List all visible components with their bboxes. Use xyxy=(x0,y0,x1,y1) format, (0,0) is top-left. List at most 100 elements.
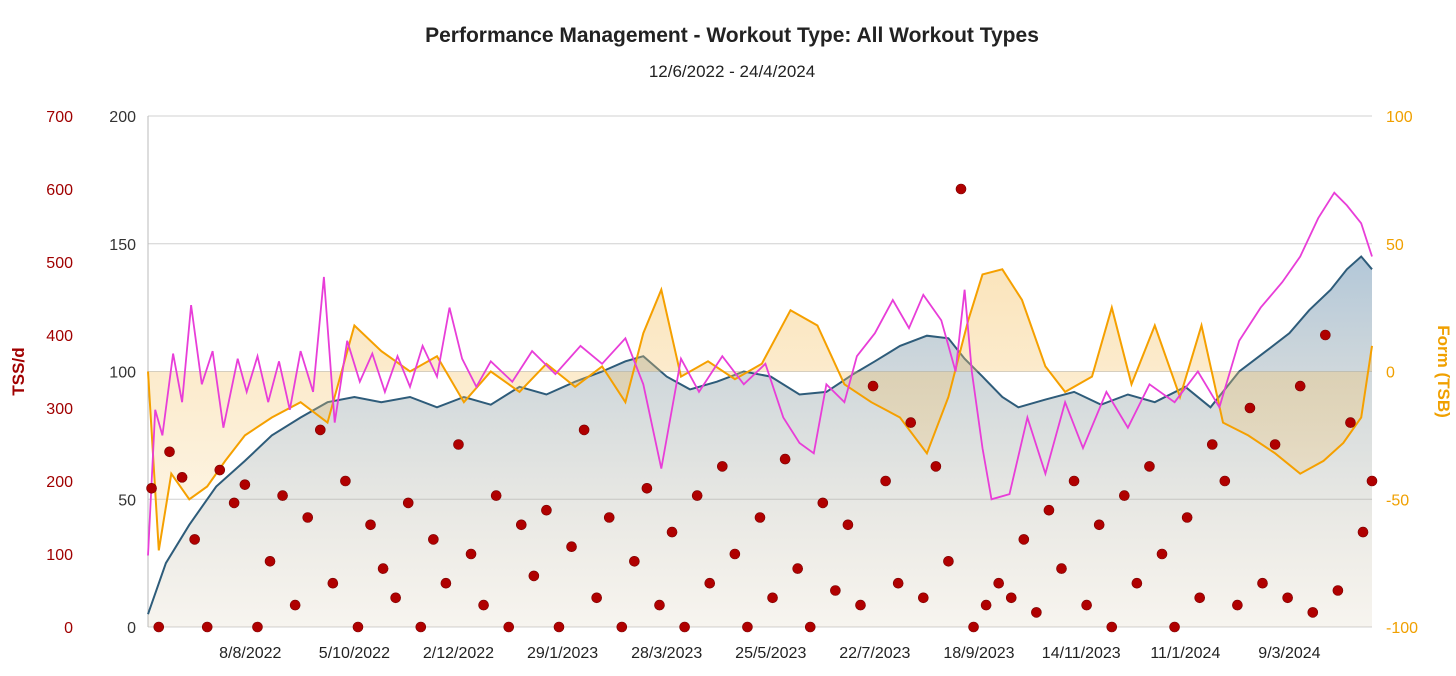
y-left-outer-tick: 100 xyxy=(46,547,73,564)
series-scatter-point xyxy=(616,621,628,633)
series-scatter-point xyxy=(1307,607,1319,618)
series-scatter-point xyxy=(993,577,1004,589)
x-tick: 18/9/2023 xyxy=(943,645,1014,662)
series-scatter-point xyxy=(352,621,364,633)
y-left-axis-label: TSS/d xyxy=(9,347,28,395)
series-scatter-point xyxy=(239,479,251,490)
y-left-inner-tick: 200 xyxy=(109,109,136,126)
series-scatter-point xyxy=(754,512,766,523)
series-scatter-point xyxy=(968,621,979,633)
series-scatter-point xyxy=(817,497,829,509)
y-left-outer-tick: 700 xyxy=(46,109,73,126)
series-scatter-point xyxy=(742,621,753,633)
x-tick: 25/5/2023 xyxy=(735,645,806,662)
series-scatter-point xyxy=(541,504,552,516)
series-scatter-point xyxy=(1244,402,1256,414)
series-line xyxy=(147,191,1373,556)
chart-subtitle: 12/6/2022 - 24/4/2024 xyxy=(648,62,816,81)
series-scatter-point xyxy=(390,592,401,604)
series-scatter-point xyxy=(440,577,452,589)
y-left-inner-tick: 150 xyxy=(109,237,136,254)
chart-title: Performance Management - Workout Type: A… xyxy=(425,24,1039,47)
series-scatter-point xyxy=(880,475,891,487)
series-scatter-point xyxy=(490,490,502,501)
series-scatter-point xyxy=(767,592,778,604)
series-scatter-point xyxy=(943,555,954,567)
series-scatter-point xyxy=(578,424,590,436)
series-scatter-point xyxy=(691,490,703,501)
series-area-fill xyxy=(148,256,1372,627)
series-scatter-point xyxy=(666,526,678,538)
series-area-line xyxy=(147,255,1373,615)
x-tick: 5/10/2022 xyxy=(319,645,390,662)
series-scatter-point xyxy=(189,534,200,545)
series-scatter-point xyxy=(1106,621,1118,633)
series-scatter-point xyxy=(1093,519,1105,531)
y-left-outer-tick: 600 xyxy=(46,182,73,199)
series-scatter-point xyxy=(1282,592,1293,604)
series-scatter-point xyxy=(415,621,427,633)
series-scatter-point xyxy=(918,592,929,604)
series-scatter-point xyxy=(955,183,967,195)
series-scatter-point xyxy=(930,461,942,472)
series-scatter-point xyxy=(842,519,854,531)
series-scatter-point xyxy=(704,577,716,589)
series-scatter-point xyxy=(1206,439,1218,450)
series-scatter-point xyxy=(516,519,527,531)
series-scatter-point xyxy=(1294,380,1306,392)
series-scatter-point xyxy=(603,512,615,523)
y-right-axis-label: Form (TSB) xyxy=(1434,325,1453,418)
series-scatter-point xyxy=(892,577,904,589)
series-scatter-point xyxy=(1018,534,1030,545)
series-scatter-point xyxy=(314,424,326,436)
series-scatter-point xyxy=(503,621,515,633)
series-scatter-point xyxy=(1219,475,1231,487)
y-left-outer-tick: 0 xyxy=(64,620,73,637)
series-scatter-point xyxy=(1031,607,1042,618)
series-scatter-point xyxy=(566,541,577,553)
series-scatter-point xyxy=(804,621,816,633)
series-form-line xyxy=(147,268,1373,551)
series-scatter-point xyxy=(1081,599,1092,611)
series-scatter-point xyxy=(905,417,917,428)
series-scatter-point xyxy=(717,461,728,472)
series-scatter-point xyxy=(153,621,165,633)
series-scatter-point xyxy=(264,555,276,567)
x-tick: 28/3/2023 xyxy=(631,645,702,662)
series-scatter-point xyxy=(1005,592,1017,604)
series-scatter-point xyxy=(1131,577,1143,589)
y-left-inner-tick: 100 xyxy=(109,365,136,382)
series-scatter-point xyxy=(654,599,665,611)
series-scatter-point xyxy=(1366,475,1378,487)
y-left-inner-tick: 0 xyxy=(127,620,136,637)
x-tick: 2/12/2022 xyxy=(423,645,494,662)
series-scatter-point xyxy=(1144,461,1155,472)
series-scatter-point xyxy=(641,482,653,494)
y-right-tick: 0 xyxy=(1386,365,1395,382)
series-scatter-point xyxy=(228,497,240,509)
series-scatter-point xyxy=(1257,577,1268,589)
x-tick: 11/1/2024 xyxy=(1150,645,1220,662)
x-tick: 9/3/2024 xyxy=(1258,645,1320,662)
series-scatter-point xyxy=(528,570,540,582)
y-left-outer-tick: 200 xyxy=(46,474,73,491)
series-scatter-point xyxy=(591,592,602,604)
series-scatter-point xyxy=(340,475,351,487)
y-right-tick: -100 xyxy=(1386,620,1418,637)
series-scatter-point xyxy=(792,563,803,574)
series-scatter-point xyxy=(146,482,157,494)
series-scatter-point xyxy=(1156,548,1168,560)
y-right-tick: 50 xyxy=(1386,237,1404,254)
series-scatter-point xyxy=(1345,417,1356,428)
series-scatter-point xyxy=(1119,490,1130,501)
y-left-outer-tick: 500 xyxy=(46,255,73,272)
series-scatter-point xyxy=(302,512,314,523)
series-scatter-point xyxy=(830,585,841,596)
series-scatter-point xyxy=(779,453,791,465)
series-scatter-point xyxy=(327,577,339,589)
series-scatter-point xyxy=(1194,592,1206,604)
series-scatter-point xyxy=(1169,621,1180,633)
y-left-inner-tick: 50 xyxy=(118,492,136,509)
y-right-tick: -50 xyxy=(1386,492,1409,509)
series-scatter-point xyxy=(176,472,188,483)
